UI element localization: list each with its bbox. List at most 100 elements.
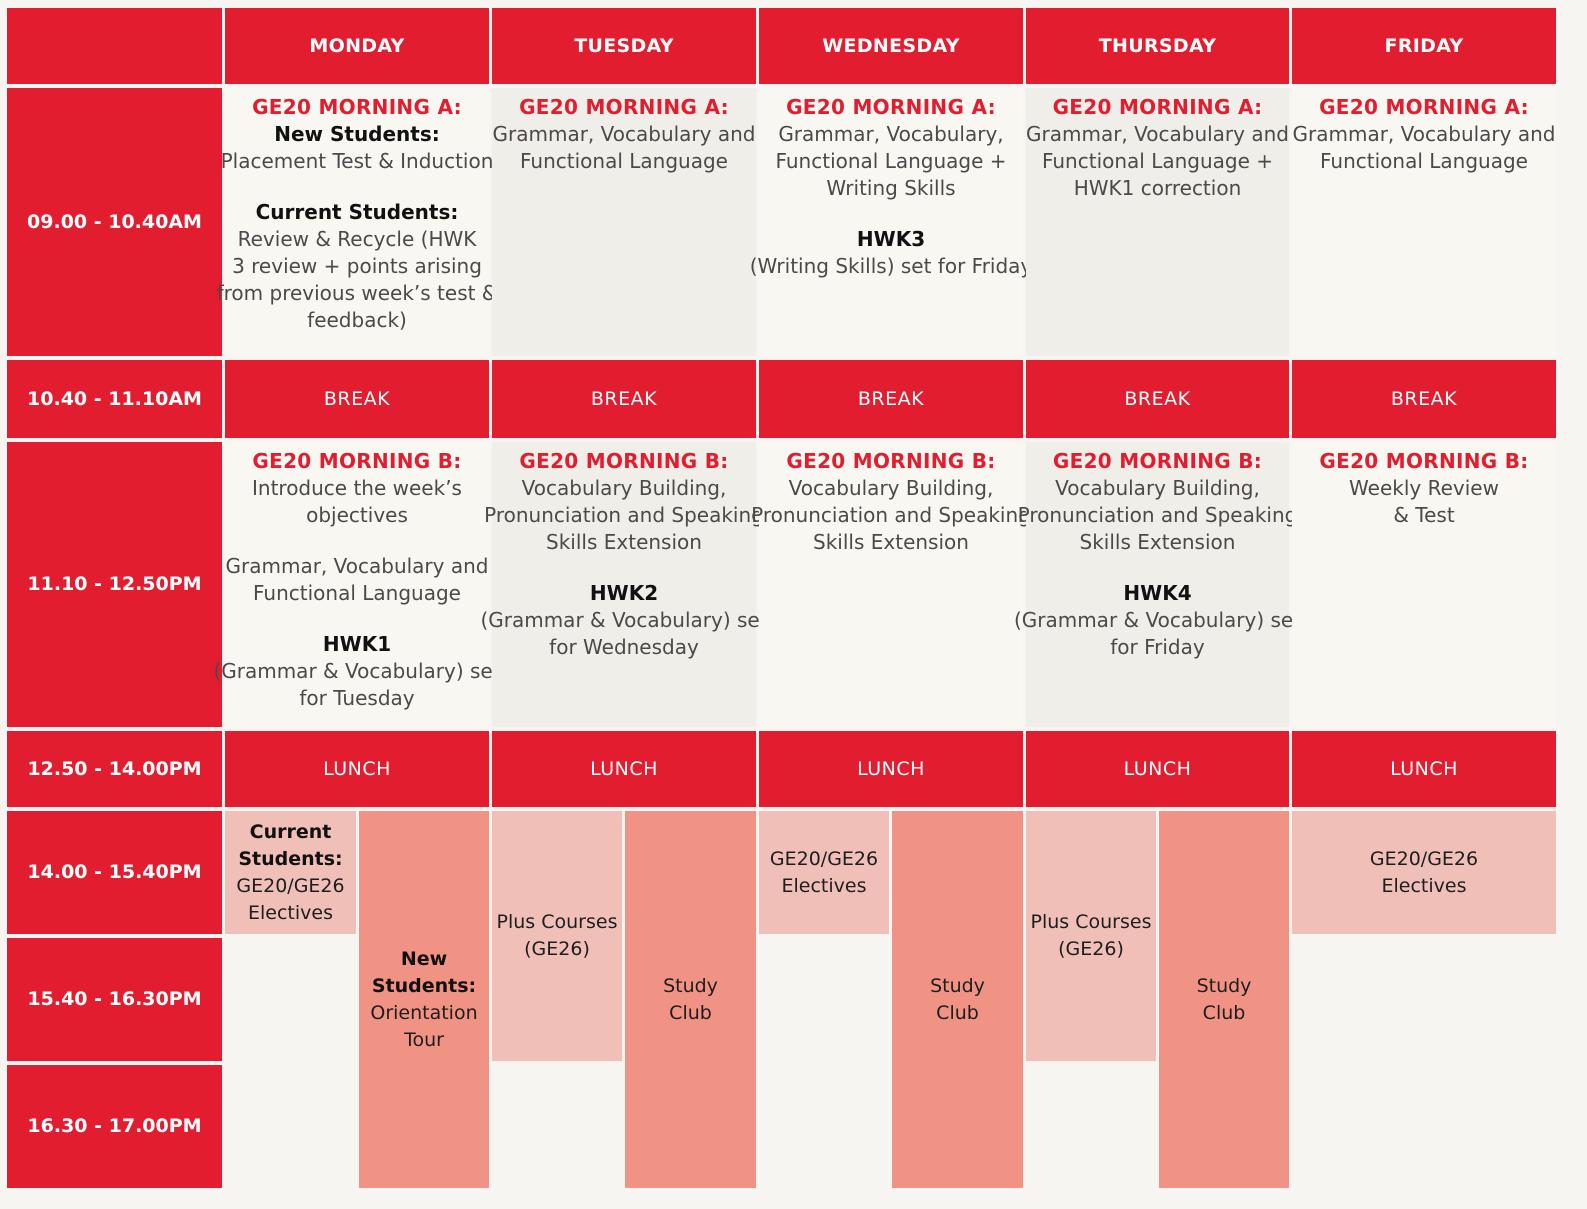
electives-text: GE20/GE26 (769, 847, 879, 870)
session-title: GE20 MORNING A: (519, 95, 729, 119)
monday-new-students-tour: New Students: Orientation Tour (359, 811, 489, 1188)
session-text: Skills Extension (1079, 530, 1236, 554)
homework-text: (Grammar & Vocabulary) set (1013, 608, 1302, 632)
session-title: GE20 MORNING B: (252, 449, 462, 473)
session-text: Skills Extension (813, 530, 969, 554)
session-text: Functional Language (253, 581, 461, 605)
session-text: Functional Language + (1041, 149, 1274, 173)
break-wednesday: BREAK (759, 360, 1023, 438)
plus-courses-text: Plus Courses (1030, 911, 1152, 933)
thursday-morning-a: GE20 MORNING A: Grammar, Vocabulary and … (1026, 88, 1289, 356)
wednesday-study-club: Study Club (892, 811, 1023, 1188)
orientation-text: Orientation (370, 1001, 478, 1024)
wednesday-morning-a: GE20 MORNING A: Grammar, Vocabulary, Fun… (750, 88, 1032, 356)
time-slot-4: 12.50 - 14.00PM (7, 731, 222, 807)
current-students-label: Students: (238, 847, 343, 870)
wednesday-morning-b: GE20 MORNING B: Vocabulary Building, Pro… (751, 442, 1031, 727)
tuesday-plus-courses: Plus Courses (GE26) (492, 811, 622, 1061)
session-title: GE20 MORNING A: (252, 95, 462, 119)
time-slot-5: 14.00 - 15.40PM (7, 811, 222, 934)
session-text: Functional Language (1320, 149, 1528, 173)
session-text: Functional Language (520, 149, 728, 173)
new-students-label: Students: (371, 974, 477, 997)
new-students-label: New (400, 947, 448, 970)
thursday-morning-b: GE20 MORNING B: Vocabulary Building, Pro… (1014, 442, 1301, 727)
orientation-text: Tour (404, 1028, 444, 1051)
day-header-friday: FRIDAY (1292, 8, 1556, 84)
friday-morning-b: GE20 MORNING B: Weekly Review & Test (1292, 442, 1556, 727)
tuesday-study-club: Study Club (625, 811, 756, 1188)
break-thursday: BREAK (1026, 360, 1289, 438)
friday-electives: GE20/GE26 Electives (1292, 811, 1556, 934)
session-text: Pronunciation and Speaking (484, 503, 764, 527)
session-text: Introduce the week’s (252, 476, 462, 500)
new-students-label: New Students: (274, 122, 440, 146)
lunch-friday: LUNCH (1292, 731, 1556, 807)
study-club-text: Club (936, 1001, 979, 1024)
day-header-wednesday: WEDNESDAY (759, 8, 1023, 84)
tuesday-morning-a: GE20 MORNING A: Grammar, Vocabulary and … (492, 88, 756, 356)
session-title: GE20 MORNING B: (786, 449, 996, 473)
session-text: Functional Language + (775, 149, 1007, 173)
session-text: Pronunciation and Speaking (1017, 503, 1298, 527)
session-text: HWK1 correction (1073, 176, 1242, 200)
monday-morning-b: GE20 MORNING B: Introduce the week’s obj… (213, 442, 501, 727)
homework-label: HWK1 (322, 632, 392, 656)
lunch-thursday: LUNCH (1026, 731, 1289, 807)
session-text: Grammar, Vocabulary, (778, 122, 1004, 146)
session-title: GE20 MORNING A: (1052, 95, 1263, 119)
plus-courses-text: (GE26) (524, 938, 590, 960)
session-text: objectives (306, 503, 408, 527)
homework-label: HWK4 (1123, 581, 1192, 605)
corner-header (7, 8, 222, 84)
lunch-monday: LUNCH (225, 731, 489, 807)
session-text: Vocabulary Building, (1055, 476, 1260, 500)
study-club-text: Club (669, 1001, 712, 1024)
time-slot-1: 09.00 - 10.40AM (7, 88, 222, 356)
homework-text: for Friday (1110, 635, 1205, 659)
session-text: Grammar, Vocabulary and (492, 122, 756, 146)
homework-label: HWK2 (589, 581, 659, 605)
homework-text: (Grammar & Vocabulary) set (213, 659, 501, 683)
session-text: Grammar, Vocabulary and (1026, 122, 1289, 146)
monday-morning-a: GE20 MORNING A: New Students: Placement … (217, 88, 497, 356)
session-title: GE20 MORNING A: (786, 95, 996, 119)
session-text: Grammar, Vocabulary and (1292, 122, 1556, 146)
homework-text: for Tuesday (299, 686, 415, 710)
session-text: & Test (1393, 503, 1455, 527)
thursday-study-club: Study Club (1159, 811, 1289, 1188)
electives-text: Electives (248, 901, 333, 924)
electives-text: GE20/GE26 (236, 874, 345, 897)
session-title: GE20 MORNING B: (519, 449, 729, 473)
thursday-plus-courses: Plus Courses (GE26) (1026, 811, 1156, 1061)
study-club-text: Club (1202, 1001, 1246, 1024)
lunch-wednesday: LUNCH (759, 731, 1023, 807)
study-club-text: Study (930, 974, 985, 997)
homework-text: for Wednesday (549, 635, 699, 659)
session-text: Vocabulary Building, (788, 476, 994, 500)
homework-text: (Grammar & Vocabulary) set (480, 608, 768, 632)
day-header-thursday: THURSDAY (1026, 8, 1289, 84)
session-text: Writing Skills (826, 176, 956, 200)
day-header-tuesday: TUESDAY (492, 8, 756, 84)
current-students-label: Current (249, 820, 332, 843)
time-slot-6: 15.40 - 16.30PM (7, 938, 222, 1061)
electives-text: Electives (1381, 874, 1467, 897)
session-text: Weekly Review (1349, 476, 1499, 500)
time-slot-3: 11.10 - 12.50PM (7, 442, 222, 727)
plus-courses-text: Plus Courses (496, 911, 618, 933)
session-title: GE20 MORNING B: (1319, 449, 1529, 473)
tuesday-morning-b: GE20 MORNING B: Vocabulary Building, Pro… (480, 442, 768, 727)
session-text: Skills Extension (546, 530, 702, 554)
study-club-text: Study (1196, 974, 1252, 997)
session-title: GE20 MORNING A: (1319, 95, 1529, 119)
plus-courses-text: (GE26) (1058, 938, 1124, 960)
time-slot-2: 10.40 - 11.10AM (7, 360, 222, 438)
homework-text: (Writing Skills) set for Friday (749, 254, 1033, 278)
new-students-text: Placement Test & Induction (220, 149, 494, 173)
session-text: Vocabulary Building, (521, 476, 727, 500)
day-header-monday: MONDAY (225, 8, 489, 84)
current-students-text: from previous week’s test & (216, 281, 498, 305)
wednesday-electives: GE20/GE26 Electives (759, 811, 889, 934)
